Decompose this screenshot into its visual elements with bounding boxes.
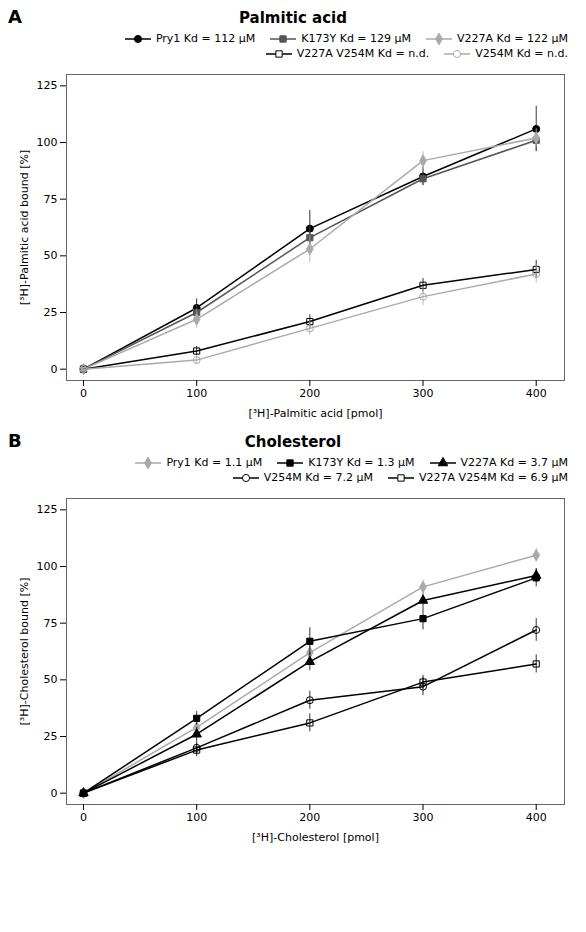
svg-text:400: 400: [526, 811, 547, 824]
html-text:Cholesterol: Cholesterol: [244, 433, 342, 451]
svg-text:100: 100: [37, 136, 58, 149]
html-text:V254M Kd = 7.2 μM: V254M Kd = 7.2 μM: [263, 471, 374, 484]
svg-text:100: 100: [37, 560, 58, 573]
svg-text:300: 300: [413, 387, 434, 400]
svg-text:[³H]-Cholesterol bound [%]: [³H]-Cholesterol bound [%]: [18, 578, 31, 726]
svg-text:75: 75: [44, 193, 58, 206]
svg-text:[³H]-Palmitic acid bound [%]: [³H]-Palmitic acid bound [%]: [18, 150, 31, 305]
svg-text:125: 125: [37, 503, 58, 516]
html-text:K173Y Kd = 129 μM: K173Y Kd = 129 μM: [301, 32, 412, 45]
svg-text:200: 200: [299, 811, 320, 824]
svg-text:25: 25: [44, 730, 58, 743]
html-text:V227A Kd = 3.7 μM: V227A Kd = 3.7 μM: [460, 456, 568, 469]
html-text:Palmitic acid: Palmitic acid: [239, 9, 347, 27]
svg-text:300: 300: [413, 811, 434, 824]
svg-text:400: 400: [526, 387, 547, 400]
svg-text:125: 125: [37, 79, 58, 92]
svg-text:0: 0: [80, 387, 87, 400]
svg-text:0: 0: [80, 811, 87, 824]
html-text:B: B: [8, 430, 22, 451]
html-text:V227A V254M Kd = n.d.: V227A V254M Kd = n.d.: [296, 47, 430, 60]
svg-text:100: 100: [186, 811, 207, 824]
svg-text:75: 75: [44, 617, 58, 630]
svg-text:50: 50: [44, 673, 58, 686]
svg-text:200: 200: [299, 387, 320, 400]
svg-text:50: 50: [44, 249, 58, 262]
svg-text:100: 100: [186, 387, 207, 400]
html-text:Pry1 Kd = 1.1 μM: Pry1 Kd = 1.1 μM: [166, 456, 263, 469]
svg-text:[³H]-Palmitic acid [pmol]: [³H]-Palmitic acid [pmol]: [248, 407, 382, 420]
html-text:K173Y Kd = 1.3 μM: K173Y Kd = 1.3 μM: [308, 456, 415, 469]
svg-text:25: 25: [44, 306, 58, 319]
html-text:V254M Kd = n.d.: V254M Kd = n.d.: [475, 47, 568, 60]
html-text:V227A V254M Kd = 6.9 μM: V227A V254M Kd = 6.9 μM: [419, 471, 568, 484]
html-text:A: A: [8, 6, 22, 27]
html-text:Pry1 Kd = 112 μM: Pry1 Kd = 112 μM: [155, 32, 256, 45]
svg-text:0: 0: [51, 363, 58, 376]
html-text:V227A Kd = 122 μM: V227A Kd = 122 μM: [457, 32, 568, 45]
svg-text:0: 0: [51, 787, 58, 800]
svg-text:[³H]-Cholesterol [pmol]: [³H]-Cholesterol [pmol]: [252, 831, 379, 844]
